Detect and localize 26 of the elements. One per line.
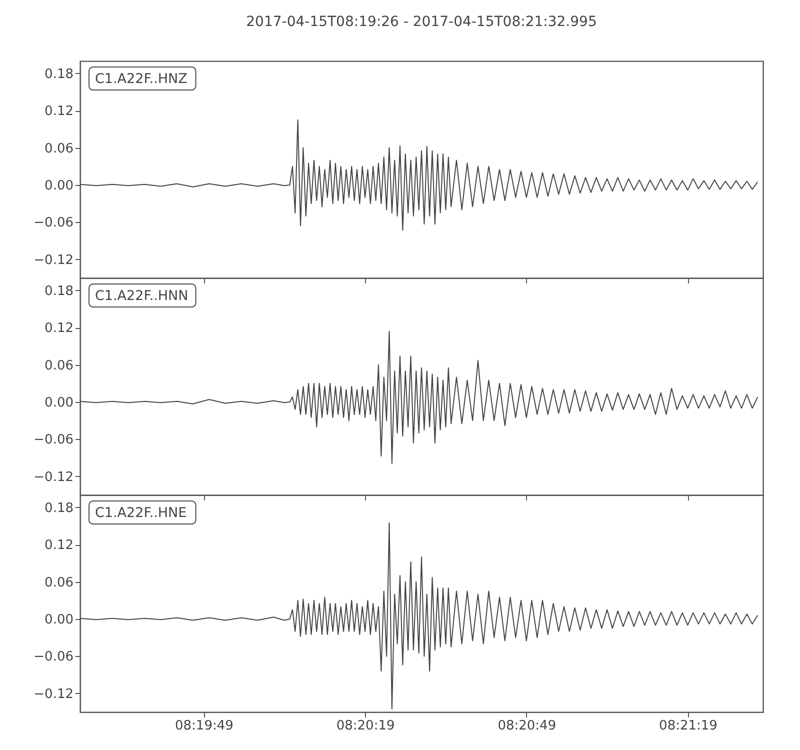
text: C1.A22F..HNN xyxy=(95,288,188,304)
y-tick-label: 0.06 xyxy=(44,358,74,374)
y-tick-label: 0.18 xyxy=(44,284,74,299)
y-tick-label: 0.12 xyxy=(44,104,74,120)
y-tick-label: −0.12 xyxy=(34,470,74,485)
y-tick-label: −0.06 xyxy=(34,650,74,665)
y-tick-label: 0.06 xyxy=(44,141,74,156)
y-tick-label: 0.06 xyxy=(44,575,74,590)
x-tick-label: 08:21:19 xyxy=(659,718,718,734)
y-tick-label: 0.18 xyxy=(44,500,74,516)
y-tick-label: −0.12 xyxy=(34,686,74,702)
y-tick-label: 0.12 xyxy=(44,538,74,554)
text: C1.A22F..HNZ xyxy=(95,71,188,87)
x-tick-label: 08:20:49 xyxy=(498,718,556,734)
y-tick-label: 0.00 xyxy=(44,178,74,194)
y-tick-label: −0.12 xyxy=(34,252,74,268)
x-tick-label: 08:19:49 xyxy=(175,718,234,734)
y-tick-label: 0.18 xyxy=(44,66,74,82)
y-tick-label: −0.06 xyxy=(34,216,74,231)
x-tick-label: 08:20:19 xyxy=(336,718,395,734)
chart-title: 2017-04-15T08:19:26 - 2017-04-15T08:21:32.995 xyxy=(246,14,597,30)
text: C1.A22F..HNE xyxy=(95,505,187,521)
y-tick-label: −0.06 xyxy=(34,432,74,448)
y-tick-label: 0.00 xyxy=(44,396,74,410)
y-tick-label: 0.00 xyxy=(44,612,74,628)
y-tick-label: 0.12 xyxy=(44,321,74,336)
